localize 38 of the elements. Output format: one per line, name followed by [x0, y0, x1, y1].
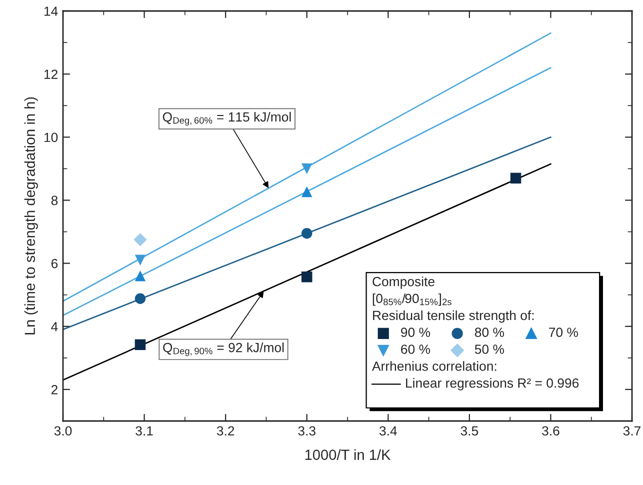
annotation: Residual tensile strength of:	[373, 310, 534, 323]
legend-title: Composite [0$_{85%}$/90$_{15%}$]$_{2s}$	[372, 276, 452, 306]
point	[134, 270, 146, 282]
point	[134, 254, 146, 266]
x-tick-label: 3.4	[379, 426, 397, 436]
point	[134, 233, 147, 246]
x-tick-label: 3.6	[542, 426, 560, 436]
y-tick-label: 12	[44, 70, 58, 79]
y-tick-label: 10	[44, 132, 58, 142]
legend-label: 80 %	[474, 328, 504, 338]
point	[134, 293, 146, 304]
annotation: Q$_{Deg,90%}$ = 92 kJ/mol	[163, 342, 284, 356]
point	[301, 163, 312, 174]
legend-label: Linear regressions R² = 0.996	[406, 378, 579, 390]
y-tick-label: 4	[51, 322, 58, 332]
x-tick-label: 3.7	[623, 426, 641, 436]
x-tick-label: 3.2	[216, 426, 234, 436]
x-tick-label: 3.3	[298, 426, 316, 436]
y-tick-label: 2	[51, 385, 58, 394]
legend-label: 50 %	[474, 344, 504, 354]
x-axis-title: 1000/T in 1/K	[305, 449, 391, 460]
point	[301, 186, 312, 198]
x-tick-label: 3.1	[136, 426, 153, 436]
legend-label: 70 %	[549, 328, 578, 338]
x-tick-label: 3.0	[54, 426, 72, 436]
y-tick-label: 14	[44, 6, 58, 16]
legend-label: 90 %	[401, 328, 430, 338]
point	[134, 339, 146, 350]
legend-label: 60 %	[401, 344, 430, 354]
point	[301, 228, 312, 239]
y-tick-label: 8	[51, 196, 58, 206]
point	[301, 271, 312, 282]
x-tick-label: 3.5	[460, 426, 478, 436]
point	[510, 172, 522, 184]
y-tick-label: 6	[51, 258, 58, 268]
annotation: Q$_{Deg,60%}$ = 115 kJ/mol	[162, 112, 291, 126]
annotation: Arrhenius correlation:	[372, 361, 496, 371]
y-axis-title: Ln (time to strength degradation in h)	[24, 97, 38, 334]
